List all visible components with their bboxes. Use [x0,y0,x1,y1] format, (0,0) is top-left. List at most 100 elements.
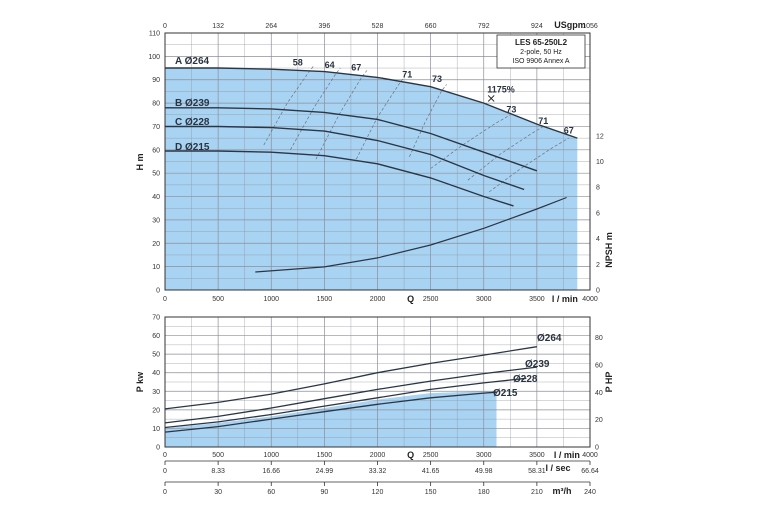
y-tick-label: 70 [152,124,160,131]
y-tick-label: 50 [152,171,160,178]
lsec-tick-label: 0 [163,468,167,475]
head-curve-b [165,107,538,172]
m3h-tick-label: 210 [531,489,543,496]
x-top-tick-label: 924 [531,23,543,30]
npsh-curve [255,196,567,273]
y-right-tick-label: 8 [596,185,600,192]
bep-label: 1175% [487,84,515,94]
power-curve-label: Ø228 [513,374,538,385]
y-tick-label: 50 [152,352,160,359]
lsec-tick-label: 41.65 [422,468,440,475]
top-plot-frame [164,32,591,291]
x-tick-label: 3000 [476,452,492,459]
y-tick-label: 20 [152,241,160,248]
bep-marker [487,95,495,102]
y-tick-label: 100 [148,54,160,61]
info-line1: 2-pole, 50 Hz [520,49,562,56]
m3h-tick-label: 180 [478,489,490,496]
power-curve-Ø215 [164,391,497,433]
x-top-tick-label: 264 [265,23,277,30]
y-right-axis-label: P HP [604,372,614,393]
x-tick-label: 500 [212,296,224,303]
y-right-axis-label: NPSH m [604,232,614,268]
m3h-tick-label: 60 [267,489,275,496]
curve-label: D Ø215 [175,142,210,153]
power-curve-Ø239 [164,366,537,424]
x-tick-label: 4000 [582,296,598,303]
curve-label: B Ø239 [175,98,210,109]
y-right-tick-label: 60 [595,362,603,369]
y-right-tick-label: 4 [596,236,600,243]
lsec-unit: l / sec [545,463,570,473]
x-tick-label: 1500 [317,452,333,459]
power-curve-label: Ø215 [493,388,518,399]
y-right-tick-label: 12 [596,133,604,140]
x-tick-label: 3500 [529,452,545,459]
efficiency-line [263,65,315,146]
x-axis-label: Q [407,294,414,304]
efficiency-label: 71 [402,69,412,79]
y-right-tick-label: 40 [595,390,603,397]
x-tick-label: 2500 [423,296,439,303]
power-curve-Ø228 [164,377,527,429]
info-line2: ISO 9906 Annex A [512,58,570,65]
x-top-tick-label: 132 [212,23,224,30]
y-tick-label: 0 [156,445,160,452]
m3h-tick-label: 30 [214,489,222,496]
power-curve-label: Ø239 [525,359,550,370]
head-curve-c [165,125,525,191]
y-tick-label: 30 [152,217,160,224]
y-right-tick-label: 2 [596,262,600,269]
lsec-tick-label: 16.66 [262,468,280,475]
m3h-tick-label: 240 [584,489,596,496]
y-tick-label: 90 [152,77,160,84]
x-top-tick-label: 528 [372,23,384,30]
efficiency-label: 67 [564,125,574,135]
efficiency-label: 58 [293,58,303,68]
efficiency-label: 71 [538,116,548,126]
efficiency-line [430,114,511,169]
x-top-tick-label: 1056 [582,23,598,30]
lsec-tick-label: 66.64 [581,468,599,475]
y-tick-label: 60 [152,147,160,154]
efficiency-line [315,70,368,160]
x-tick-label: 0 [163,296,167,303]
x-axis-label: Q [407,450,414,460]
y-right-tick-label: 10 [596,159,604,166]
curve-label: C Ø228 [175,117,210,128]
y-tick-label: 110 [149,31,160,38]
info-box [496,34,586,69]
efficiency-label: 67 [351,62,361,72]
efficiency-line [409,84,447,157]
power-curve-label: Ø264 [537,333,562,344]
y-tick-label: 30 [152,389,160,396]
info-title: LES 65-250L2 [515,38,568,47]
y-tick-label: 80 [152,101,160,108]
y-tick-label: 40 [152,370,160,377]
efficiency-label: 73 [432,74,442,84]
y-tick-label: 20 [152,407,160,414]
y-tick-label: 0 [156,288,160,295]
x-axis-unit: l / min [552,294,578,304]
efficiency-line [488,137,569,193]
efficiency-label: 73 [506,104,516,114]
efficiency-line [467,126,544,181]
y-right-tick-label: 6 [596,210,600,217]
power-curve-Ø264 [164,346,538,410]
m3h-tick-label: 90 [320,489,328,496]
y-axis-label: H m [135,153,145,170]
y-right-tick-label: 80 [595,335,603,342]
efficiency-label: 64 [325,60,335,70]
x-tick-label: 500 [212,452,224,459]
m3h-tick-label: 120 [372,489,384,496]
lsec-tick-label: 33.32 [369,468,387,475]
m3h-unit: m³/h [553,486,572,496]
efficiency-line [290,67,341,150]
x-axis-unit: l / min [554,450,580,460]
y-right-tick-label: 0 [595,445,599,452]
y-axis-label: P kw [135,371,145,392]
lsec-tick-label: 49.98 [475,468,493,475]
lsec-tick-label: 8.33 [211,468,225,475]
